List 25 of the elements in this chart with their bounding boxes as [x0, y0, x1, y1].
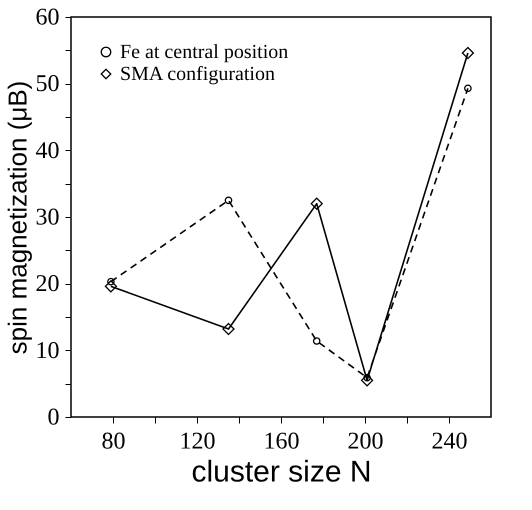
x-tick-label: 80	[102, 428, 126, 454]
x-tick-label: 200	[348, 428, 384, 454]
point	[312, 337, 321, 345]
point	[224, 196, 232, 204]
point	[107, 278, 115, 286]
point	[462, 46, 474, 60]
point	[464, 84, 472, 92]
y-tick-label: 30	[36, 204, 60, 230]
y-tick-label: 10	[36, 338, 60, 364]
x-axis-title: cluster size N	[191, 456, 372, 488]
point	[310, 198, 323, 210]
point	[222, 322, 235, 336]
legend-label: Fe at central position	[120, 41, 288, 63]
y-axis-title: spin magnetization (μB)	[2, 80, 32, 354]
point	[104, 280, 118, 292]
y-tick-label: 60	[36, 4, 60, 30]
y-tick-label: 0	[48, 404, 60, 430]
legend-label: SMA configuration	[120, 63, 275, 85]
y-tick-label: 20	[36, 271, 60, 298]
x-tick-label: 120	[180, 428, 216, 454]
y-tick-label: 50	[36, 71, 60, 98]
point	[360, 374, 374, 386]
x-tick-label: 160	[264, 428, 300, 454]
y-tick-label: 40	[36, 138, 60, 164]
x-tick-label: 240	[432, 428, 468, 454]
